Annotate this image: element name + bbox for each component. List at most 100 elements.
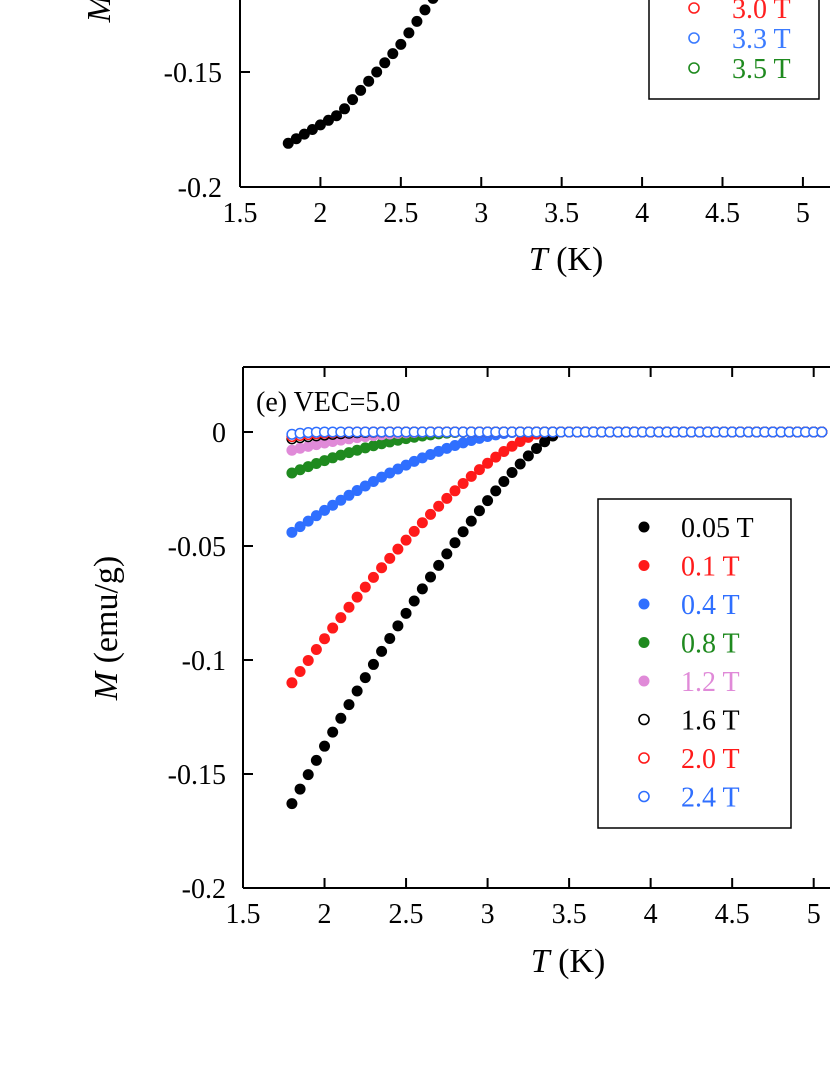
panel-e-legend-label: 0.05 T: [681, 513, 754, 544]
panel-e-data-point: [465, 515, 477, 527]
top-data-point: [322, 114, 334, 126]
panel-e-data-point: [473, 464, 485, 476]
panel-e-data-point: [335, 612, 347, 624]
panel-e-data-point: [816, 426, 828, 438]
panel-e-data-point: [310, 510, 322, 522]
top-data-point: [355, 84, 367, 96]
top-data-point: [306, 124, 318, 135]
top-data-point: [331, 110, 342, 122]
panel-e-data-point: [384, 436, 396, 448]
panel-e-data-point: [376, 562, 388, 574]
panel-e-data-point: [351, 485, 363, 497]
panel-e-data-point: [335, 494, 347, 506]
panel-e-data-point: [286, 677, 298, 689]
panel-e-x-tick-label: 1.5: [226, 899, 261, 930]
top-legend-box: [648, 0, 820, 100]
panel-e: 1.5 2 2.5 3 3.5 4 4.5 5 0 -0.05 -0.1 -0.15 -0.2 (e)…: [88, 366, 830, 980]
panel-e-legend-marker: [638, 637, 650, 648]
top-x-axis-label: T (K): [529, 241, 604, 278]
panel-e-data-point: [522, 450, 534, 462]
panel-e-data-point: [310, 439, 322, 451]
panel-e-data-point: [294, 521, 306, 533]
panel-e-data-point: [392, 620, 404, 632]
top-data-point: [314, 119, 326, 131]
panel-e-x-tick-label: 4: [644, 899, 658, 930]
panel-e-data-point: [392, 543, 404, 555]
top-legend-label: 3.5 T: [732, 54, 791, 85]
panel-e-legend-label: 2.0 T: [681, 744, 740, 775]
top-data-point: [379, 57, 391, 69]
panel-e-data-point: [457, 526, 469, 538]
panel-e-data-point: [490, 485, 502, 497]
panel-e-data-point: [482, 495, 494, 507]
top-data-point: [411, 15, 423, 27]
panel-e-data-point: [498, 476, 510, 488]
panel-e-data-points: [286, 426, 828, 810]
panel-e-data-point: [514, 436, 526, 448]
panel-e-data-point: [376, 645, 388, 657]
top-x-ticks: 1.5 2 2.5 3 3.5 4 4.5 5: [223, 177, 810, 229]
panel-e-data-point: [457, 477, 469, 489]
panel-e-data-point: [392, 463, 404, 475]
panel-e-legend-label: 0.8 T: [681, 629, 740, 660]
panel-e-legend-marker: [638, 752, 650, 764]
panel-e-x-tick-label: 2.5: [389, 899, 424, 930]
panel-e-data-point: [449, 537, 461, 549]
panel-e-data-point: [506, 467, 518, 479]
panel-e-legend: 0.05 T 0.1 T 0.4 T 0.8 T 1.2 T 1.6 T 2.0 T 2.4 …: [638, 513, 754, 814]
panel-e-legend-marker: [638, 713, 650, 726]
panel-e-data-point: [351, 685, 363, 697]
panel-e-data-point: [319, 437, 331, 449]
panel-e-data-point: [359, 672, 371, 684]
panel-e-data-point: [343, 601, 355, 613]
panel-e-data-point: [359, 480, 371, 492]
panel-e-data-point: [319, 504, 331, 516]
panel-e-y-ticks: 0 -0.05 -0.1 -0.15 -0.2: [168, 418, 253, 905]
top-legend-marker: [688, 32, 700, 44]
panel-e-legend-marker: [638, 560, 650, 571]
top-legend-marker: [688, 62, 700, 74]
top-data-point: [347, 94, 359, 106]
panel-e-data-point: [294, 666, 306, 678]
panel-e-data-point: [367, 571, 379, 583]
top-y-axis-label-fragment: M: [81, 0, 118, 23]
top-data-point: [395, 38, 407, 50]
panel-e-data-point: [327, 499, 339, 511]
top-data-point: [363, 75, 375, 87]
panel-e-data-point: [327, 622, 339, 634]
top-y-tick-label: -0.2: [178, 173, 222, 204]
panel-e-data-point: [310, 754, 322, 766]
panel-e-y-tick-label: -0.05: [168, 532, 226, 563]
panel-e-legend-label: 0.4 T: [681, 590, 740, 621]
panel-e-data-point: [302, 769, 314, 781]
panel-e-data-point: [286, 526, 298, 538]
panel-e-y-tick-label: -0.15: [168, 760, 226, 791]
top-x-tick-label: 3: [474, 198, 488, 229]
top-x-tick-label: 3.5: [544, 198, 579, 229]
panel-e-data-point: [514, 458, 526, 470]
panel-e-data-point: [400, 607, 412, 619]
panel-e-data-point: [335, 712, 347, 724]
panel-e-data-point: [408, 525, 420, 537]
top-x-tick-label: 5: [796, 198, 810, 229]
panel-e-x-axis-label: T (K): [531, 943, 606, 980]
panel-e-data-point: [400, 534, 412, 546]
panel-e-data-point: [367, 475, 379, 487]
panel-e-data-point: [425, 571, 437, 583]
panel-e-data-point: [433, 559, 445, 571]
panel-e-data-point: [490, 451, 502, 463]
panel-e-data-point: [473, 505, 485, 517]
top-data-point: [419, 4, 431, 16]
panel-e-x-tick-label: 3: [481, 899, 495, 930]
panel-e-data-point: [319, 633, 331, 645]
panel-e-data-point: [286, 798, 298, 810]
panel-e-x-tick-label: 5: [807, 899, 821, 930]
top-data-point: [387, 48, 399, 60]
panel-e-y-tick-label: -0.2: [182, 874, 226, 905]
top-x-tick-label: 4: [635, 198, 649, 229]
top-data-point: [427, 0, 439, 4]
panel-e-data-point: [343, 699, 355, 711]
panel-e-data-point: [319, 740, 331, 752]
top-data-point: [403, 27, 415, 39]
